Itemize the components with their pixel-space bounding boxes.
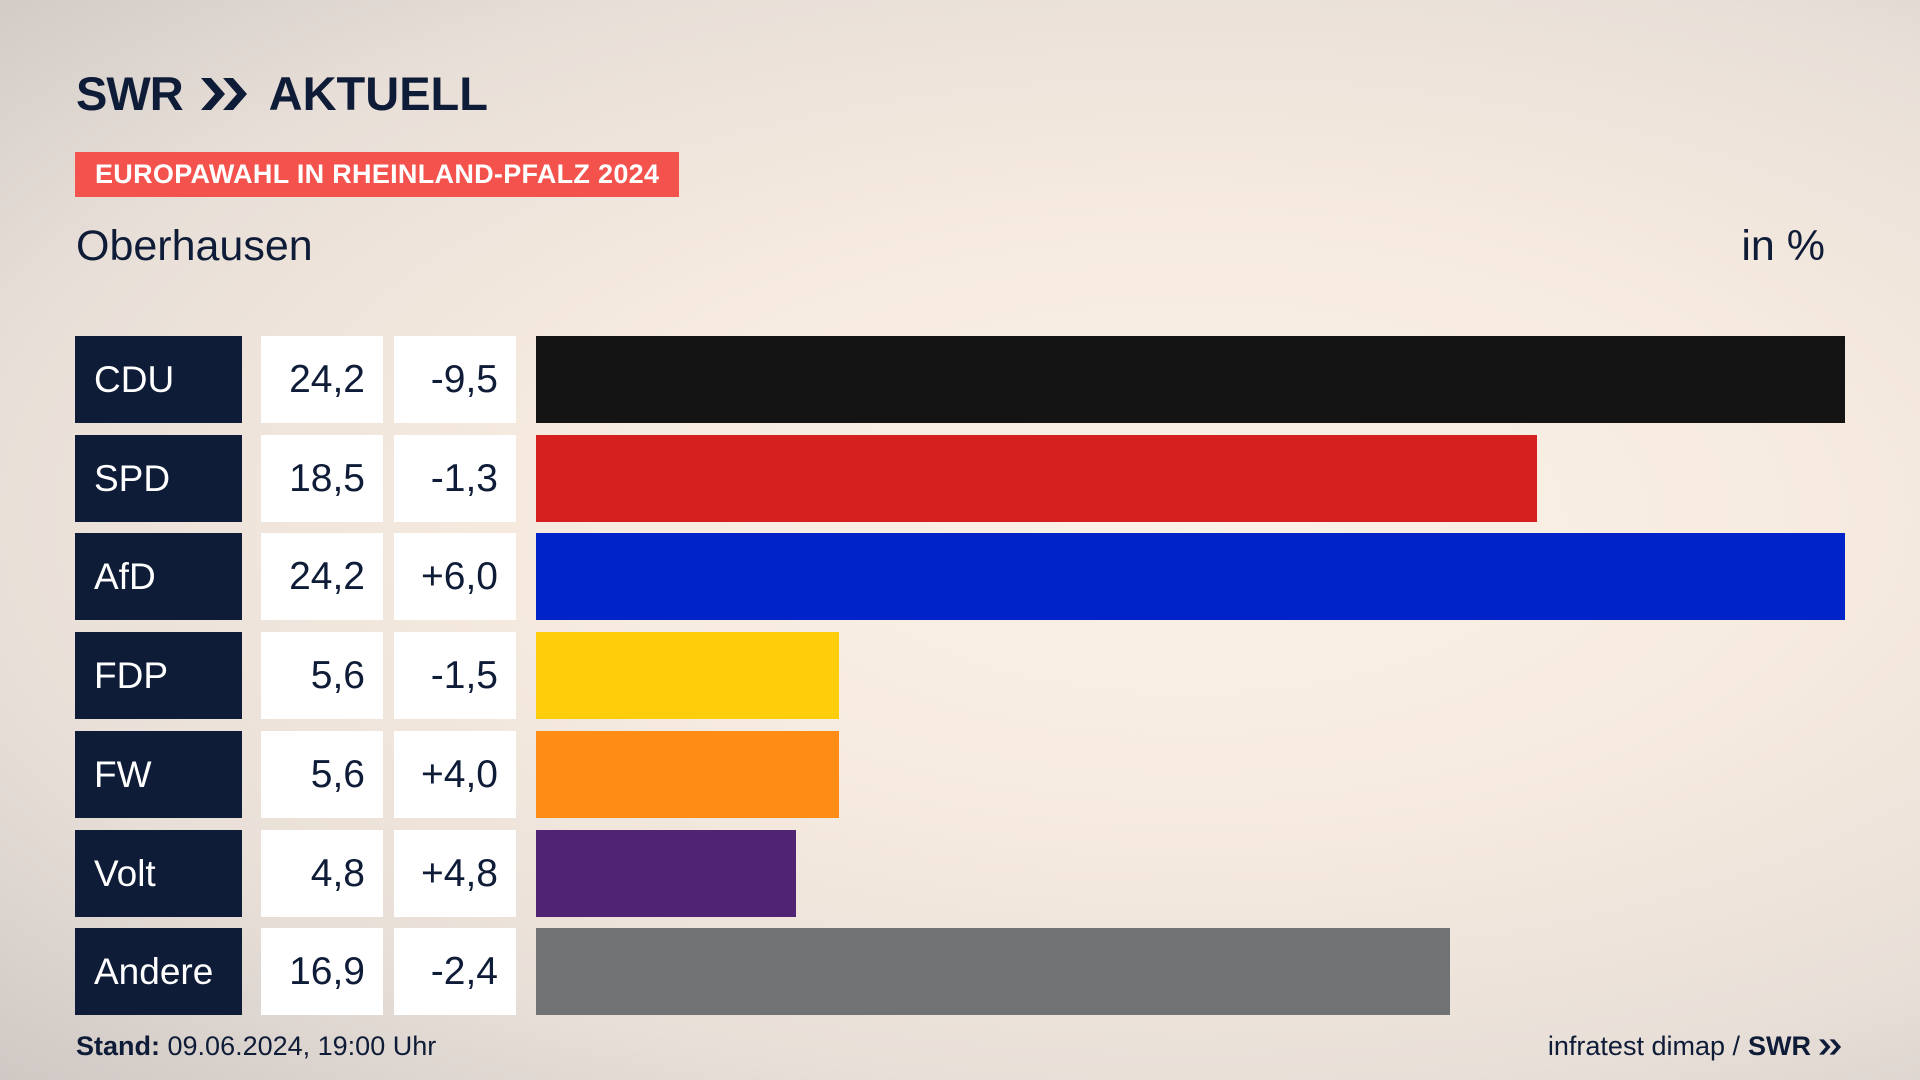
result-bar: [536, 632, 839, 720]
result-bar: [536, 336, 1845, 423]
vote-share-label: 16,9: [261, 928, 383, 1016]
stand-label: Stand:: [76, 1031, 160, 1061]
change-label: -1,3: [394, 434, 516, 522]
stand-value: 09.06.2024, 19:00 Uhr: [167, 1031, 437, 1061]
party-label: CDU: [75, 336, 242, 423]
vote-share-label: 24,2: [261, 336, 383, 423]
party-label: AfD: [75, 533, 242, 621]
unit-label: in %: [1741, 222, 1825, 270]
vote-share-label: 24,2: [261, 533, 383, 621]
footer-double-chevron-icon: [1819, 1038, 1842, 1055]
party-label: FDP: [75, 632, 242, 720]
vote-share-label: 18,5: [261, 434, 383, 522]
party-label: SPD: [75, 434, 242, 522]
change-label: -1,5: [394, 632, 516, 720]
change-label: -2,4: [394, 928, 516, 1016]
result-bar: [536, 533, 1845, 621]
result-bar: [536, 928, 1450, 1016]
election-banner: EUROPAWAHL IN RHEINLAND-PFALZ 2024: [75, 152, 680, 197]
vote-share-label: 5,6: [261, 632, 383, 720]
change-label: +6,0: [394, 533, 516, 621]
result-bar: [536, 730, 839, 818]
double-chevron-icon: [200, 77, 247, 110]
party-label: Volt: [75, 829, 242, 917]
source-text: infratest dimap /: [1547, 1031, 1740, 1061]
change-label: -9,5: [394, 336, 516, 423]
change-label: +4,8: [394, 829, 516, 917]
party-label: Andere: [75, 928, 242, 1016]
vote-share-label: 4,8: [261, 829, 383, 917]
vote-share-label: 5,6: [261, 730, 383, 818]
result-bar: [536, 434, 1537, 522]
chart-title: Oberhausen: [76, 222, 313, 270]
timestamp: Stand: 09.06.2024, 19:00 Uhr: [76, 1031, 436, 1062]
swr-aktuell-logo: SWR AKTUELL: [76, 66, 488, 121]
result-bar: [536, 829, 796, 917]
party-label: FW: [75, 730, 242, 818]
footer-swr-text: SWR: [1748, 1031, 1811, 1061]
source-credit: infratest dimap / SWR: [1548, 1031, 1843, 1062]
change-label: +4,0: [394, 730, 516, 818]
logo-swr-text: SWR: [76, 67, 184, 120]
logo-aktuell-text: AKTUELL: [268, 67, 488, 120]
